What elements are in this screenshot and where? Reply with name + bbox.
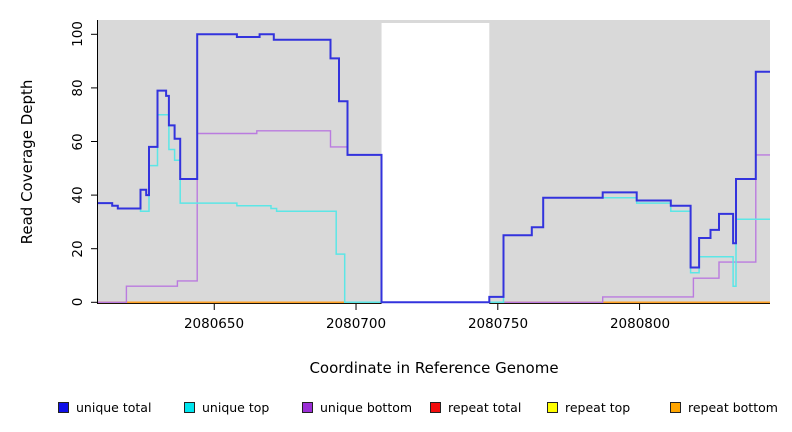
legend-label: repeat top xyxy=(565,400,631,415)
legend-item-unique-top: unique top xyxy=(184,400,269,415)
y-tick-label: 20 xyxy=(70,240,86,258)
x-tick-label: 2080750 xyxy=(467,316,529,332)
legend-label: unique bottom xyxy=(320,400,413,415)
legend-swatch xyxy=(184,402,195,413)
legend-item-unique-bottom: unique bottom xyxy=(302,400,412,415)
legend-label: unique total xyxy=(76,400,152,415)
legend-item-repeat-total: repeat total xyxy=(430,400,521,415)
y-tick-label: 80 xyxy=(70,79,86,97)
legend-swatch xyxy=(670,402,681,413)
legend-item-unique-total: unique total xyxy=(58,400,151,415)
y-tick-label: 60 xyxy=(70,133,86,151)
x-tick-label: 2080700 xyxy=(325,316,387,332)
legend-item-repeat-bottom: repeat bottom xyxy=(670,400,778,415)
x-tick-label: 2080800 xyxy=(609,316,671,332)
legend-swatch xyxy=(58,402,69,413)
x-tick-label: 2080650 xyxy=(183,316,245,332)
x-axis-title: Coordinate in Reference Genome xyxy=(309,359,559,377)
legend-swatch xyxy=(302,402,313,413)
y-axis-title: Read Coverage Depth xyxy=(18,79,36,245)
y-tick-label: 0 xyxy=(70,297,86,307)
legend-swatch xyxy=(547,402,558,413)
legend-swatch xyxy=(430,402,441,413)
y-tick-label: 40 xyxy=(70,186,86,204)
legend-label: repeat bottom xyxy=(688,400,778,415)
legend-label: repeat total xyxy=(448,400,522,415)
y-tick-label: 100 xyxy=(70,21,86,47)
legend-label: unique top xyxy=(202,400,270,415)
legend-item-repeat-top: repeat top xyxy=(547,400,630,415)
